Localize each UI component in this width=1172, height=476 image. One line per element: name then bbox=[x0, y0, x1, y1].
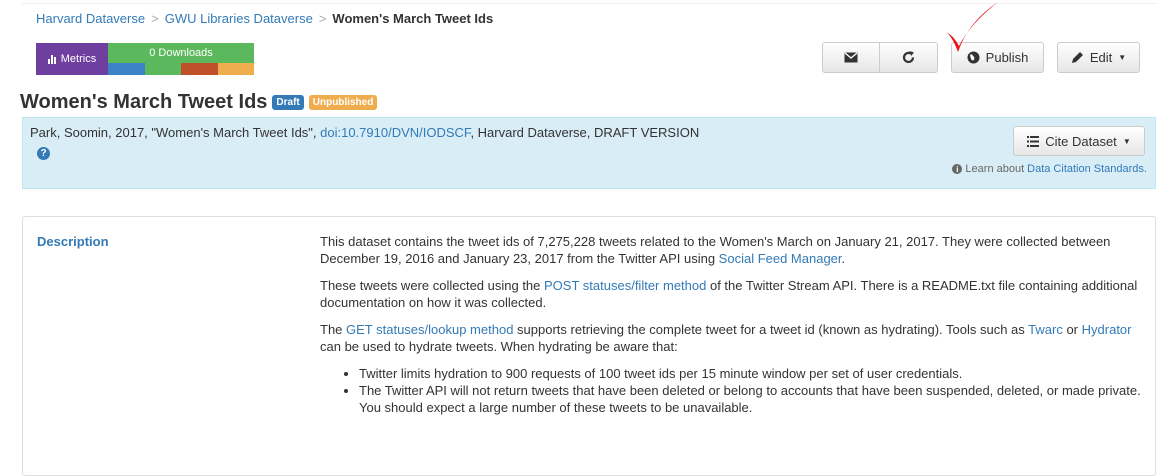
breadcrumb-gwu-libraries-dataverse[interactable]: GWU Libraries Dataverse bbox=[164, 11, 313, 26]
draft-badge: Draft bbox=[272, 95, 304, 110]
downloads-bar-segment bbox=[217, 63, 254, 75]
description-paragraph: The GET statuses/lookup method supports … bbox=[320, 321, 1144, 355]
breadcrumb-current: Women's March Tweet Ids bbox=[332, 11, 494, 26]
unpublished-badge: Unpublished bbox=[308, 95, 378, 110]
breadcrumb-harvard-dataverse[interactable]: Harvard Dataverse bbox=[36, 11, 146, 26]
learn-prefix: Learn about bbox=[965, 163, 1025, 175]
caret-down-icon: ▼ bbox=[1122, 136, 1131, 146]
cite-dataset-label: Cite Dataset bbox=[1045, 133, 1117, 149]
description-label: Description bbox=[37, 234, 109, 249]
publish-button[interactable]: Publish bbox=[951, 42, 1044, 73]
downloads-bar-segment bbox=[144, 63, 181, 75]
hydration-notes-list: Twitter limits hydration to 900 requests… bbox=[320, 365, 1144, 416]
paragraph-text: or bbox=[1062, 322, 1082, 337]
edit-label: Edit bbox=[1089, 50, 1113, 65]
info-circle-icon: i bbox=[952, 164, 963, 174]
citation-prefix: Park, Soomin, 2017, "Women's March Tweet… bbox=[30, 125, 321, 140]
downloads-label: 0 Downloads bbox=[108, 43, 254, 63]
downloads-bar-segment bbox=[108, 63, 145, 75]
edit-button[interactable]: Edit ▼ bbox=[1057, 42, 1140, 73]
metrics-label: Metrics bbox=[60, 53, 97, 65]
list-icon bbox=[1027, 135, 1040, 147]
envelope-icon bbox=[844, 52, 858, 63]
paragraph-text: . bbox=[841, 251, 846, 266]
paragraph-text: of the Twitter Stream API. There is a RE… bbox=[320, 278, 1138, 310]
top-divider bbox=[22, 3, 1156, 4]
question-circle-icon[interactable]: ? bbox=[37, 147, 50, 160]
dataset-title-row: Women's March Tweet Ids Draft Unpublishe… bbox=[20, 91, 378, 114]
share-icon bbox=[902, 51, 915, 64]
checkmark-annotation bbox=[946, 2, 998, 52]
list-item: Twitter limits hydration to 900 requests… bbox=[359, 365, 1144, 382]
contact-share-group bbox=[822, 42, 938, 73]
post-statuses-filter-link[interactable]: POST statuses/filter method bbox=[544, 278, 707, 293]
description-body: This dataset contains the tweet ids of 7… bbox=[320, 233, 1144, 416]
citation-suffix: , Harvard Dataverse, DRAFT VERSION bbox=[470, 125, 700, 140]
cite-dataset-button[interactable]: Cite Dataset ▼ bbox=[1013, 126, 1145, 156]
paragraph-text: The bbox=[320, 322, 347, 337]
downloads-color-bar bbox=[108, 63, 254, 75]
bar-chart-icon bbox=[47, 55, 56, 64]
email-button[interactable] bbox=[822, 42, 880, 73]
learn-citation-standards: i Learn about Data Citation Standards. bbox=[952, 163, 1147, 175]
breadcrumb-separator: > bbox=[151, 11, 159, 26]
description-paragraph: This dataset contains the tweet ids of 7… bbox=[320, 233, 1144, 267]
pencil-icon bbox=[1071, 52, 1083, 63]
metrics-button[interactable]: Metrics bbox=[36, 43, 108, 75]
list-item: The Twitter API will not return tweets t… bbox=[359, 382, 1144, 416]
citation-text: Park, Soomin, 2017, "Women's March Tweet… bbox=[30, 125, 699, 140]
breadcrumb: Harvard Dataverse > GWU Libraries Datavers… bbox=[36, 11, 493, 26]
dataset-title: Women's March Tweet Ids bbox=[20, 91, 268, 113]
doi-link[interactable]: doi:10.7910/DVN/IODSCF bbox=[320, 125, 471, 140]
downloads-count: 0 Downloads bbox=[108, 43, 254, 75]
paragraph-text: supports retrieving the complete tweet f… bbox=[513, 322, 1029, 337]
description-paragraph: These tweets were collected using the PO… bbox=[320, 277, 1144, 311]
globe-icon bbox=[967, 51, 980, 64]
caret-down-icon: ▼ bbox=[1118, 53, 1127, 62]
get-statuses-lookup-link[interactable]: GET statuses/lookup method bbox=[346, 322, 514, 337]
publish-label: Publish bbox=[985, 50, 1029, 65]
share-button[interactable] bbox=[880, 42, 938, 73]
downloads-bar-segment bbox=[181, 63, 218, 75]
breadcrumb-separator: > bbox=[318, 11, 327, 26]
paragraph-text: These tweets were collected using the bbox=[320, 278, 545, 293]
metrics-widget[interactable]: Metrics 0 Downloads bbox=[36, 43, 254, 75]
metadata-panel: Description This dataset contains the tw… bbox=[22, 216, 1156, 476]
citation-box: Park, Soomin, 2017, "Women's March Tweet… bbox=[22, 117, 1156, 189]
twarc-link[interactable]: Twarc bbox=[1028, 322, 1063, 337]
paragraph-text: can be used to hydrate tweets. When hydr… bbox=[320, 339, 678, 354]
citation-standards-link[interactable]: Data Citation Standards. bbox=[1027, 163, 1147, 175]
social-feed-manager-link[interactable]: Social Feed Manager bbox=[718, 251, 842, 266]
hydrator-link[interactable]: Hydrator bbox=[1081, 322, 1132, 337]
paragraph-text: This dataset contains the tweet ids of 7… bbox=[320, 234, 1111, 266]
